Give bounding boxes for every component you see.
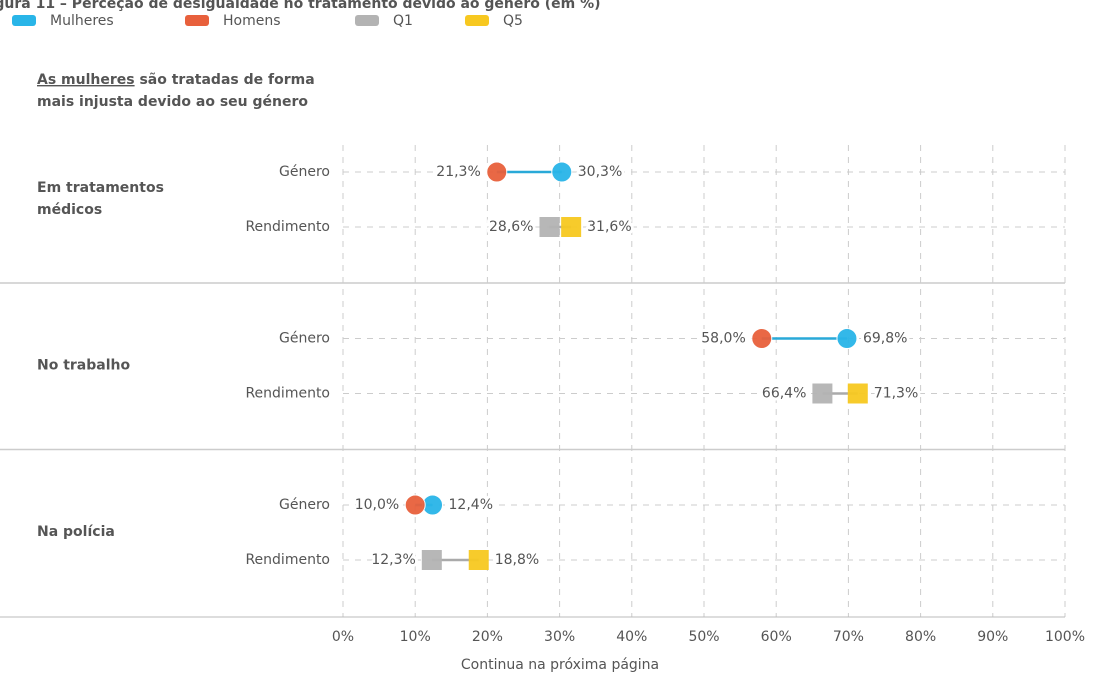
value-label: 66,4%: [762, 386, 806, 402]
legend-swatch: [12, 15, 36, 26]
row-label: Rendimento: [245, 219, 330, 235]
legend-label: Mulheres: [50, 13, 114, 29]
dot: [404, 494, 426, 516]
square: [421, 550, 442, 570]
x-tick-label: 20%: [472, 629, 503, 645]
x-tick-label: 90%: [977, 629, 1008, 645]
group-label: Na polícia: [37, 524, 115, 540]
dot: [751, 328, 773, 349]
row-label: Rendimento: [245, 386, 330, 402]
group-label: médicos: [37, 202, 102, 218]
legend-swatch: [465, 15, 489, 26]
value-label: 18,8%: [495, 552, 539, 568]
value-label: 71,3%: [874, 386, 918, 402]
x-tick-label: 50%: [688, 629, 719, 645]
x-tick-label: 0%: [332, 629, 354, 645]
value-label: 10,0%: [355, 497, 399, 513]
x-tick-label: 100%: [1045, 629, 1085, 645]
dot: [551, 161, 573, 183]
square: [539, 217, 560, 237]
square: [812, 383, 833, 404]
value-label: 58,0%: [701, 331, 745, 347]
square: [847, 383, 868, 404]
value-label: 31,6%: [587, 219, 631, 235]
x-tick-label: 40%: [616, 629, 647, 645]
value-label: 28,6%: [489, 219, 533, 235]
footer: Continua na próxima página: [461, 657, 659, 673]
dot: [486, 161, 508, 183]
value-label: 30,3%: [578, 164, 622, 180]
row-label: Género: [279, 331, 330, 347]
row-label: Rendimento: [245, 552, 330, 568]
chart-title: Figura 11 – Perceção de desigualdade no …: [0, 0, 601, 12]
group-label: No trabalho: [37, 358, 130, 374]
dot: [836, 328, 858, 349]
legend-label: Homens: [223, 13, 281, 29]
subtitle: As mulheres são tratadas de forma: [37, 72, 315, 88]
legend-swatch: [355, 15, 379, 26]
x-tick-label: 10%: [400, 629, 431, 645]
row-label: Género: [279, 164, 330, 180]
x-tick-label: 80%: [905, 629, 936, 645]
legend-swatch: [185, 15, 209, 26]
legend-label: Q5: [503, 13, 523, 29]
value-label: 21,3%: [436, 164, 480, 180]
value-label: 12,4%: [449, 497, 493, 513]
group-label: Em tratamentos: [37, 180, 164, 196]
value-label: 69,8%: [863, 331, 907, 347]
x-tick-label: 70%: [833, 629, 864, 645]
x-tick-label: 30%: [544, 629, 575, 645]
row-label: Género: [279, 497, 330, 513]
subtitle-line: mais injusta devido ao seu género: [37, 94, 308, 110]
subtitle-underlined: As mulheres: [37, 72, 135, 88]
square: [561, 217, 582, 237]
square: [468, 550, 489, 570]
x-tick-label: 60%: [761, 629, 792, 645]
value-label: 12,3%: [371, 552, 415, 568]
subtitle-line: são tratadas de forma: [135, 72, 315, 88]
legend-label: Q1: [393, 13, 413, 29]
